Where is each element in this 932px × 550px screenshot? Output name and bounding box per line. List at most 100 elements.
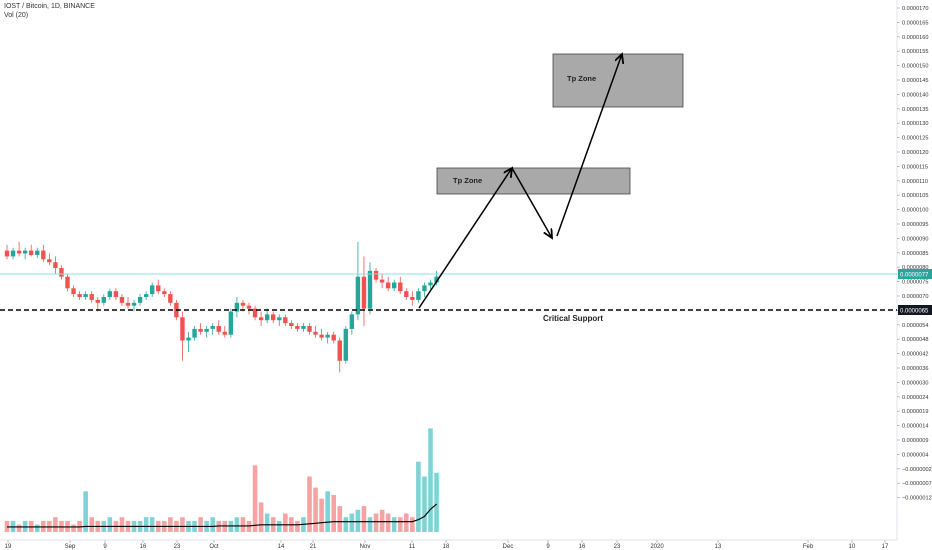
y-tick-label: 0.0000085: [902, 251, 928, 257]
y-tick-label: 0.0000048: [902, 337, 928, 343]
candle-body: [228, 311, 234, 335]
volume-bar: [391, 517, 397, 532]
x-tick-label: 14: [278, 544, 285, 550]
candle-body: [277, 317, 282, 321]
candle-body: [125, 302, 131, 306]
volume-bar: [295, 520, 300, 532]
candle-body: [301, 326, 306, 329]
candle-body: [35, 250, 40, 255]
candle-body: [331, 334, 336, 341]
candle-body: [83, 294, 88, 297]
candle-body: [392, 282, 397, 289]
volume-bar: [416, 461, 421, 532]
candle-body: [216, 326, 221, 332]
candle-body: [29, 250, 34, 255]
volume-ma-line: [7, 503, 437, 528]
y-tick-label: 0.0000014: [902, 424, 928, 430]
candle-body: [319, 334, 324, 338]
candle-body: [385, 282, 391, 289]
candle-body: [137, 297, 143, 303]
candle-body: [4, 250, 10, 257]
y-tick-label: 0.0000100: [902, 208, 928, 214]
candle-body: [16, 250, 22, 254]
y-tick-label: 0.0000160: [902, 35, 928, 41]
volume-bar: [4, 520, 10, 532]
volume-bar: [361, 506, 367, 532]
volume-bar: [252, 465, 258, 532]
candle-body: [398, 282, 403, 292]
volume-bar: [367, 517, 373, 532]
x-tick-label: Feb: [803, 544, 814, 550]
volume-bar: [410, 517, 415, 532]
candle-body: [101, 297, 106, 303]
y-tick-label: 0.0000090: [902, 236, 928, 242]
projection-arrow: [511, 167, 552, 238]
candle-body: [180, 317, 185, 341]
y-tick-label: 0.0000140: [902, 92, 928, 98]
candle-body: [222, 331, 227, 335]
candle-body: [361, 276, 367, 309]
candle-body: [186, 337, 191, 341]
volume-bar: [198, 517, 203, 532]
y-tick-label: −0.0000002: [902, 467, 932, 473]
candle-body: [410, 297, 415, 300]
y-tick-label: 0.0000130: [902, 121, 928, 127]
volume-bar: [264, 513, 270, 532]
y-tick-label: 0.0000125: [902, 136, 928, 142]
y-tick-label: 0.0000135: [902, 107, 928, 113]
volume-bar: [385, 513, 391, 532]
x-tick-label: 9: [103, 544, 107, 550]
candle-body: [119, 297, 125, 303]
x-tick-label: Sep: [65, 544, 76, 550]
volume-bar: [379, 509, 385, 532]
volume-bar: [240, 517, 246, 532]
y-tick-label: 0.0000165: [902, 20, 928, 26]
volume-bar: [34, 524, 40, 532]
last-price-badge: [898, 269, 932, 279]
volume-bar: [343, 517, 349, 532]
volume-bar: [83, 491, 88, 532]
y-tick-label: 0.0000009: [902, 438, 928, 444]
candle-body: [295, 326, 300, 329]
volume-bar: [143, 517, 149, 532]
candle-body: [271, 314, 276, 321]
volume-bar: [313, 487, 318, 532]
x-tick-label: Dec: [503, 544, 514, 550]
y-tick-label: 0.0000036: [902, 366, 928, 372]
candle-body: [210, 326, 215, 329]
y-tick-label: −0.0000012: [902, 496, 932, 502]
y-tick-label: −0.0000007: [902, 481, 932, 487]
y-tick-label: 0.0000120: [902, 150, 928, 156]
candle-body: [373, 270, 379, 280]
candle-body: [422, 285, 427, 292]
tp-zone-label-lower: Tp Zone: [453, 176, 482, 185]
volume-bar: [258, 502, 264, 532]
y-tick-label: 0.0000110: [902, 179, 928, 185]
volume-bar: [276, 520, 282, 532]
y-tick-label: 0.0000145: [902, 78, 928, 84]
volume-bar: [355, 509, 361, 532]
candle-body: [234, 302, 240, 312]
candle-body: [53, 262, 58, 268]
support-price-badge: [898, 305, 932, 315]
volume-bar: [331, 495, 336, 532]
volume-bar: [422, 476, 427, 532]
y-tick-label: 0.0000004: [902, 452, 928, 458]
y-tick-label: 0.0000155: [902, 49, 928, 55]
candle-body: [204, 328, 209, 332]
candle-body: [416, 291, 421, 300]
volume-bar: [319, 498, 324, 532]
volume-bar: [53, 517, 58, 532]
candle-body: [131, 302, 137, 306]
volume-bar: [404, 513, 409, 532]
x-tick-label: 9: [546, 544, 550, 550]
candle-body: [77, 294, 82, 297]
candle-body: [404, 291, 409, 297]
x-tick-label: 23: [174, 544, 181, 550]
x-tick-label: 13: [715, 544, 722, 550]
chart-title: IOST / Bitcoin, 1D, BINANCE: [4, 3, 95, 10]
x-tick-label: 2020: [650, 544, 664, 550]
volume-bar: [234, 517, 240, 532]
volume-bar: [283, 513, 288, 532]
